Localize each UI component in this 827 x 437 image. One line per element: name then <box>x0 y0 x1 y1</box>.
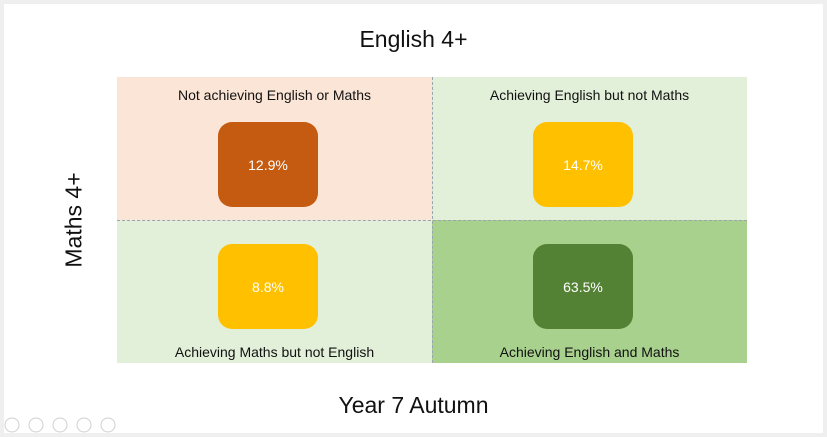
y-label: Maths 4+ <box>60 172 87 268</box>
title: English 4+ <box>359 26 468 52</box>
quadrant-label: Achieving Maths but not English <box>174 344 375 360</box>
control-icon[interactable] <box>100 417 116 433</box>
value-box: 14.7% <box>533 122 633 207</box>
quadrant: Achieving English but not Maths 14.7% <box>432 77 747 220</box>
quadrant-label: Achieving English and Maths <box>499 344 680 360</box>
quadrant: Not achieving English or Maths 12.9% <box>117 77 432 220</box>
value-box: 8.8% <box>218 244 318 329</box>
control-icon[interactable] <box>28 417 44 433</box>
value-box: 12.9% <box>218 122 318 207</box>
footer: Year 7 Autumn <box>338 392 489 418</box>
quadrant: 63.5% Achieving English and Maths <box>432 220 747 363</box>
divider <box>117 220 747 221</box>
control-icon[interactable] <box>4 417 20 433</box>
value-box: 63.5% <box>533 244 633 329</box>
slide: English 4+ Maths 4+ Year 7 Autumn Not ac… <box>4 4 823 433</box>
control-icon[interactable] <box>76 417 92 433</box>
control-icon[interactable] <box>52 417 68 433</box>
quadrant: 8.8% Achieving Maths but not English <box>117 220 432 363</box>
quadrant-label: Not achieving English or Maths <box>178 87 371 103</box>
slide-controls <box>4 417 116 433</box>
quadrant-label: Achieving English but not Maths <box>489 87 690 103</box>
